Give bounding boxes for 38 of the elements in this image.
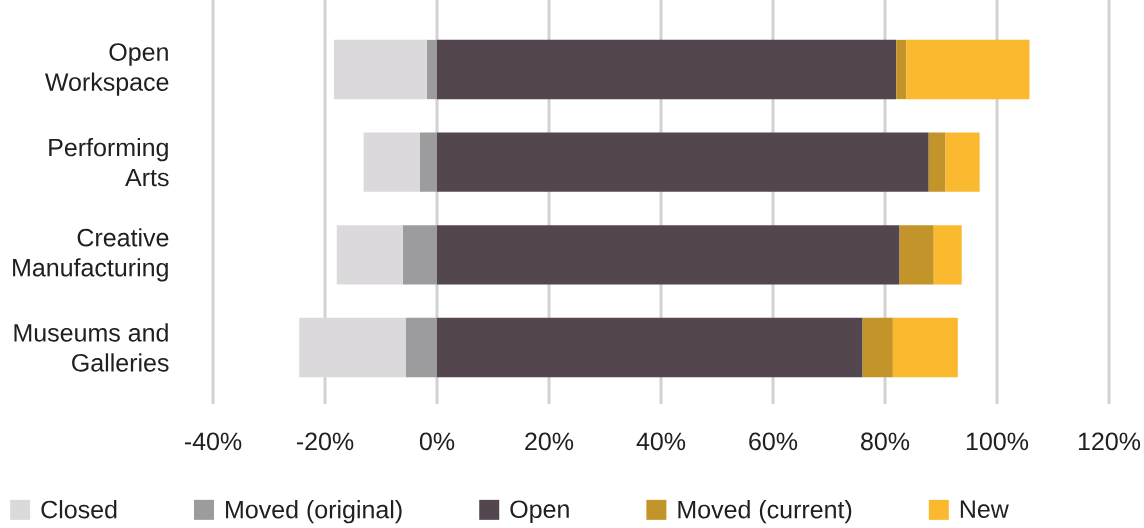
bar (299, 317, 406, 378)
x-tick-label: -40% (184, 432, 242, 451)
legend-label: Moved (original) (226, 500, 402, 524)
bar (363, 132, 420, 192)
x-tick-label: -20% (296, 432, 354, 451)
legend-label: Closed (41, 500, 117, 519)
bar (336, 225, 403, 285)
x-tick-label: 80% (861, 432, 910, 451)
bar (405, 317, 437, 378)
x-tick-label: 120% (1078, 432, 1141, 451)
bar (402, 225, 437, 285)
legend-label: Moved (current) (678, 500, 852, 524)
legend-label: New (960, 500, 1009, 518)
x-tick-label: 0% (419, 432, 455, 451)
y-tick-label: Museums and Galleries (14, 323, 169, 372)
bar (419, 132, 437, 192)
bar (437, 225, 900, 285)
bar (426, 39, 437, 100)
bar (333, 39, 427, 100)
x-tick-label: 40% (636, 432, 686, 451)
bar (437, 39, 897, 100)
legend-label: Open (510, 500, 569, 524)
bar (928, 132, 946, 192)
bar (906, 39, 1030, 100)
y-tick-label: Creative Manufacturing (13, 228, 169, 282)
x-tick-label: 60% (749, 432, 798, 451)
bar (892, 317, 958, 378)
y-tick-label: Performing Arts (49, 137, 169, 187)
bar (862, 317, 893, 378)
bar (437, 132, 929, 192)
bar (899, 225, 934, 285)
y-tick-label: Open Workspace (44, 43, 169, 96)
x-tick-label: 20% (525, 432, 574, 451)
bar (896, 39, 907, 100)
x-tick-label: 100% (966, 432, 1029, 451)
bar (933, 225, 962, 285)
bar (437, 317, 863, 378)
bar (945, 132, 980, 192)
